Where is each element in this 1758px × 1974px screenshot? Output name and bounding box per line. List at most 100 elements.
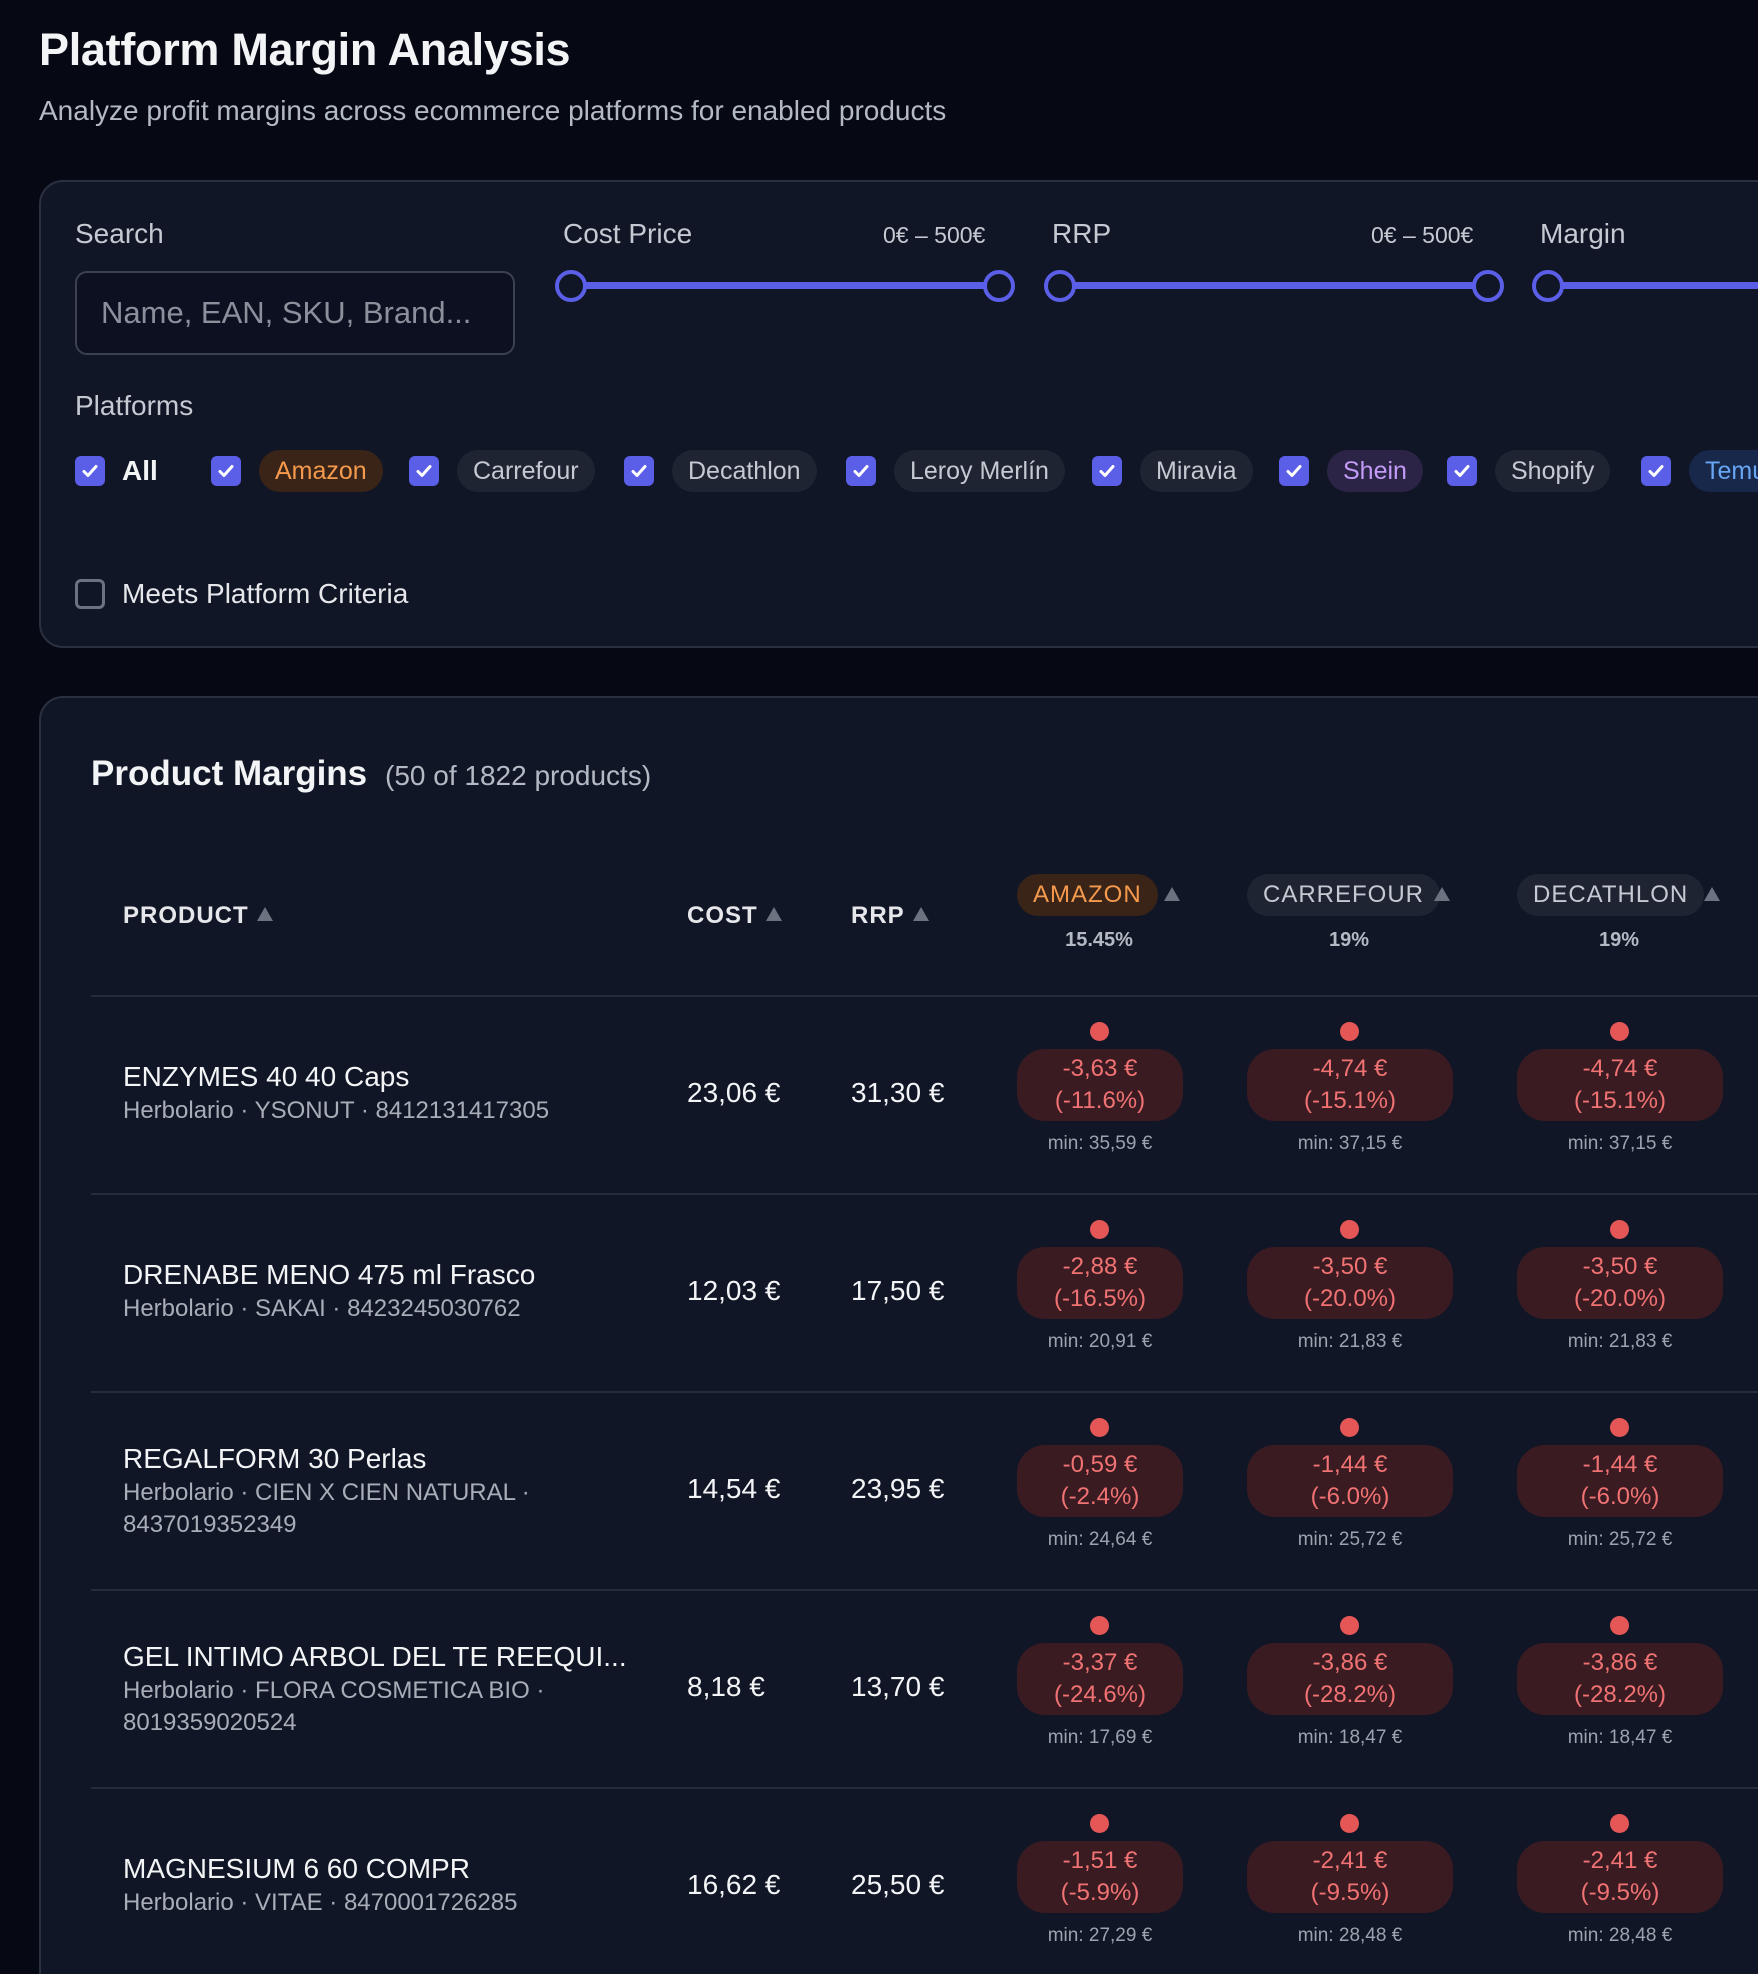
column-header-product-label: PRODUCT — [123, 902, 249, 929]
status-dot — [1610, 1220, 1629, 1239]
margin-amount: -3,37 € — [1062, 1649, 1138, 1676]
cost-slider-min-handle[interactable] — [555, 270, 587, 302]
temu-checkbox[interactable] — [1641, 456, 1671, 486]
miravia-checkbox[interactable] — [1092, 456, 1122, 486]
amazon-checkbox[interactable] — [211, 456, 241, 486]
margin-percent: (-6.0%) — [1310, 1483, 1390, 1510]
table-row[interactable]: DRENABE MENO 475 ml Frasco Herbolario · … — [41, 1195, 1758, 1393]
min-price: min: 24,64 € — [1047, 1529, 1153, 1550]
margin-percent: (-15.1%) — [1573, 1087, 1667, 1114]
platform-pill-miravia[interactable]: Miravia — [1140, 450, 1253, 492]
cost-price-slider[interactable] — [555, 270, 1015, 302]
min-price: min: 17,69 € — [1047, 1727, 1153, 1748]
margin-percent: (-2.4%) — [1060, 1483, 1140, 1510]
min-price: min: 35,59 € — [1047, 1133, 1153, 1154]
status-dot — [1340, 1418, 1359, 1437]
margin-percent: (-24.6%) — [1053, 1681, 1147, 1708]
status-dot — [1340, 1616, 1359, 1635]
cost-value: 12,03 € — [687, 1275, 781, 1306]
rrp-value: 31,30 € — [851, 1077, 945, 1108]
table-row[interactable]: REGALFORM 30 Perlas Herbolario · CIEN X … — [41, 1393, 1758, 1591]
divider — [91, 1589, 1758, 1591]
platform-pill-leroy-merlin[interactable]: Leroy Merlín — [894, 450, 1065, 492]
meets-criteria-checkbox[interactable] — [75, 579, 105, 609]
margin-amount: -4,74 € — [1312, 1055, 1388, 1082]
margin-percent: (-11.6%) — [1054, 1087, 1146, 1114]
rrp-slider-max-handle[interactable] — [1472, 270, 1504, 302]
check-icon — [853, 465, 869, 477]
margin-percent: (-6.0%) — [1580, 1483, 1660, 1510]
meets-criteria-label: Meets Platform Criteria — [122, 578, 409, 609]
divider — [91, 1193, 1758, 1195]
status-dot — [1090, 1418, 1109, 1437]
carrefour-checkbox[interactable] — [409, 456, 439, 486]
shein-checkbox[interactable] — [1279, 456, 1309, 486]
platform-pill-decathlon[interactable]: Decathlon — [672, 450, 817, 492]
column-header-rrp-label: RRP — [851, 902, 905, 929]
margin-amount: -3,63 € — [1062, 1055, 1138, 1082]
margin-slider-min-handle[interactable] — [1532, 270, 1564, 302]
margin-badge-carrefour: -2,41 € (-9.5%) — [1247, 1841, 1453, 1913]
cost-price-label: Cost Price — [563, 218, 693, 249]
margin-amount: -3,86 € — [1582, 1649, 1658, 1676]
product-name: REGALFORM 30 Perlas — [123, 1443, 427, 1474]
margin-badge-amazon: -1,51 € (-5.9%) — [1017, 1841, 1183, 1913]
margin-label: Margin — [1540, 218, 1626, 249]
all-platforms-label: All — [122, 455, 158, 486]
search-input[interactable] — [75, 271, 515, 355]
margin-badge-carrefour: -1,44 € (-6.0%) — [1247, 1445, 1453, 1517]
cost-slider-max-handle[interactable] — [983, 270, 1015, 302]
table-row[interactable]: GEL INTIMO ARBOL DEL TE REEQUI... Herbol… — [41, 1591, 1758, 1789]
margin-badge-amazon: -3,63 € (-11.6%) — [1017, 1049, 1183, 1121]
filter-panel: Search Cost Price 0€ – 500€ RRP 0€ – 500… — [39, 180, 1758, 648]
platform-pill-shopify[interactable]: Shopify — [1495, 450, 1611, 492]
decathlon-checkbox[interactable] — [624, 456, 654, 486]
column-header-cost[interactable]: COST — [687, 902, 782, 930]
margin-amount: -1,44 € — [1582, 1451, 1658, 1478]
column-header-amazon[interactable]: AMAZON — [1017, 874, 1158, 916]
rrp-value: 23,95 € — [851, 1473, 945, 1504]
check-icon — [1454, 465, 1470, 477]
status-dot — [1610, 1616, 1629, 1635]
min-price: min: 27,29 € — [1047, 1925, 1153, 1946]
amazon-fee-percent: 15.45% — [1065, 929, 1133, 951]
column-header-product[interactable]: PRODUCT — [123, 902, 273, 930]
rrp-slider[interactable] — [1044, 270, 1504, 302]
min-price: min: 18,47 € — [1567, 1727, 1673, 1748]
check-icon — [218, 465, 234, 477]
column-header-carrefour[interactable]: CARREFOUR — [1247, 874, 1441, 916]
platform-pill-amazon[interactable]: Amazon — [259, 450, 383, 492]
rrp-range: 0€ – 500€ — [1371, 222, 1474, 248]
min-price: min: 37,15 € — [1297, 1133, 1403, 1154]
margin-badge-decathlon: -1,44 € (-6.0%) — [1517, 1445, 1723, 1517]
check-icon — [631, 465, 647, 477]
margin-percent: (-5.9%) — [1060, 1879, 1140, 1906]
sort-arrow-icon[interactable] — [1704, 887, 1720, 901]
platform-pill-carrefour[interactable]: Carrefour — [457, 450, 595, 492]
sort-arrow-icon[interactable] — [1434, 887, 1450, 901]
product-meta: Herbolario · CIEN X CIEN NATURAL · 84370… — [123, 1479, 530, 1538]
table-row[interactable]: MAGNESIUM 6 60 COMPR Herbolario · VITAE … — [41, 1789, 1758, 1974]
platform-pill-temu[interactable]: Temu — [1689, 450, 1758, 492]
status-dot — [1340, 1022, 1359, 1041]
margin-percent: (-28.2%) — [1303, 1681, 1397, 1708]
column-header-decathlon[interactable]: DECATHLON — [1517, 874, 1705, 916]
product-meta: Herbolario · SAKAI · 8423245030762 — [123, 1295, 521, 1322]
cost-slider-track — [569, 282, 1001, 289]
table-title: Product Margins — [91, 754, 368, 793]
sort-arrow-icon[interactable] — [1164, 887, 1180, 901]
margin-badge-decathlon: -3,50 € (-20.0%) — [1517, 1247, 1723, 1319]
table-row[interactable]: ENZYMES 40 40 Caps Herbolario · YSONUT ·… — [41, 997, 1758, 1195]
margin-slider[interactable] — [1532, 270, 1758, 302]
divider — [91, 995, 1758, 997]
shopify-checkbox[interactable] — [1447, 456, 1477, 486]
margin-badge-decathlon: -4,74 € (-15.1%) — [1517, 1049, 1723, 1121]
platform-pill-shein[interactable]: Shein — [1327, 450, 1423, 492]
product-name: ENZYMES 40 40 Caps — [123, 1061, 410, 1092]
status-dot — [1090, 1022, 1109, 1041]
rrp-slider-min-handle[interactable] — [1044, 270, 1076, 302]
all-platforms-checkbox[interactable] — [75, 456, 105, 486]
leroy-merlin-checkbox[interactable] — [846, 456, 876, 486]
sort-arrow-icon — [765, 907, 782, 921]
column-header-rrp[interactable]: RRP — [851, 902, 929, 930]
